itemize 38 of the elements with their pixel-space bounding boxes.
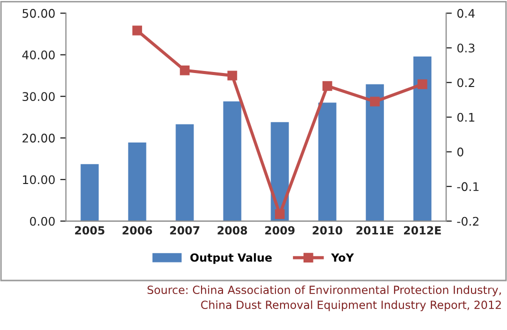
bar — [80, 164, 99, 222]
bar — [223, 101, 242, 222]
bar — [413, 56, 432, 222]
y2-tick-label: 0.3 — [457, 44, 474, 53]
x-tick-label: 2011E — [356, 226, 394, 235]
x-tick-label: 2005 — [75, 226, 104, 235]
point — [418, 79, 428, 90]
y2-tick-label: -0.1 — [457, 182, 479, 192]
bar — [176, 124, 194, 222]
bar — [366, 84, 384, 222]
point — [180, 66, 190, 76]
y-tick-label: 40.00 — [22, 50, 55, 60]
y2-tick-label: 0.1 — [457, 112, 474, 122]
y-tick-label: 50.00 — [22, 8, 55, 18]
y2-tick-label: 0.2 — [457, 78, 474, 88]
point — [132, 26, 142, 36]
x-tick-label: 2007 — [170, 226, 200, 235]
y-tick-label: 0.00 — [30, 216, 55, 226]
point — [227, 70, 238, 80]
y-tick-label: 20.00 — [22, 134, 55, 143]
y-tick-label: 30.00 — [22, 92, 55, 102]
x-tick-label: 2010 — [312, 226, 342, 235]
legend-label: Output Value — [190, 253, 272, 264]
point — [322, 81, 332, 91]
point — [274, 209, 285, 220]
source-note: Source: China Association of Environmental Protection Industry, China Dust Removal Equipment Industry Report, 2012 — [148, 285, 501, 312]
legend-label: YoY — [331, 253, 354, 262]
bar — [128, 142, 146, 222]
point — [370, 96, 380, 106]
y2-tick-label: 0.4 — [457, 8, 475, 18]
x-tick-label: 2009 — [265, 226, 295, 235]
x-tick-label: 2012E — [404, 226, 441, 235]
bar — [318, 102, 336, 222]
y-tick-label: 10.00 — [22, 175, 55, 184]
y2-tick-label: -0.2 — [457, 216, 478, 226]
x-tick-label: 2006 — [122, 226, 152, 235]
x-tick-label: 2008 — [218, 226, 248, 235]
y2-tick-label: 0 — [457, 148, 464, 156]
